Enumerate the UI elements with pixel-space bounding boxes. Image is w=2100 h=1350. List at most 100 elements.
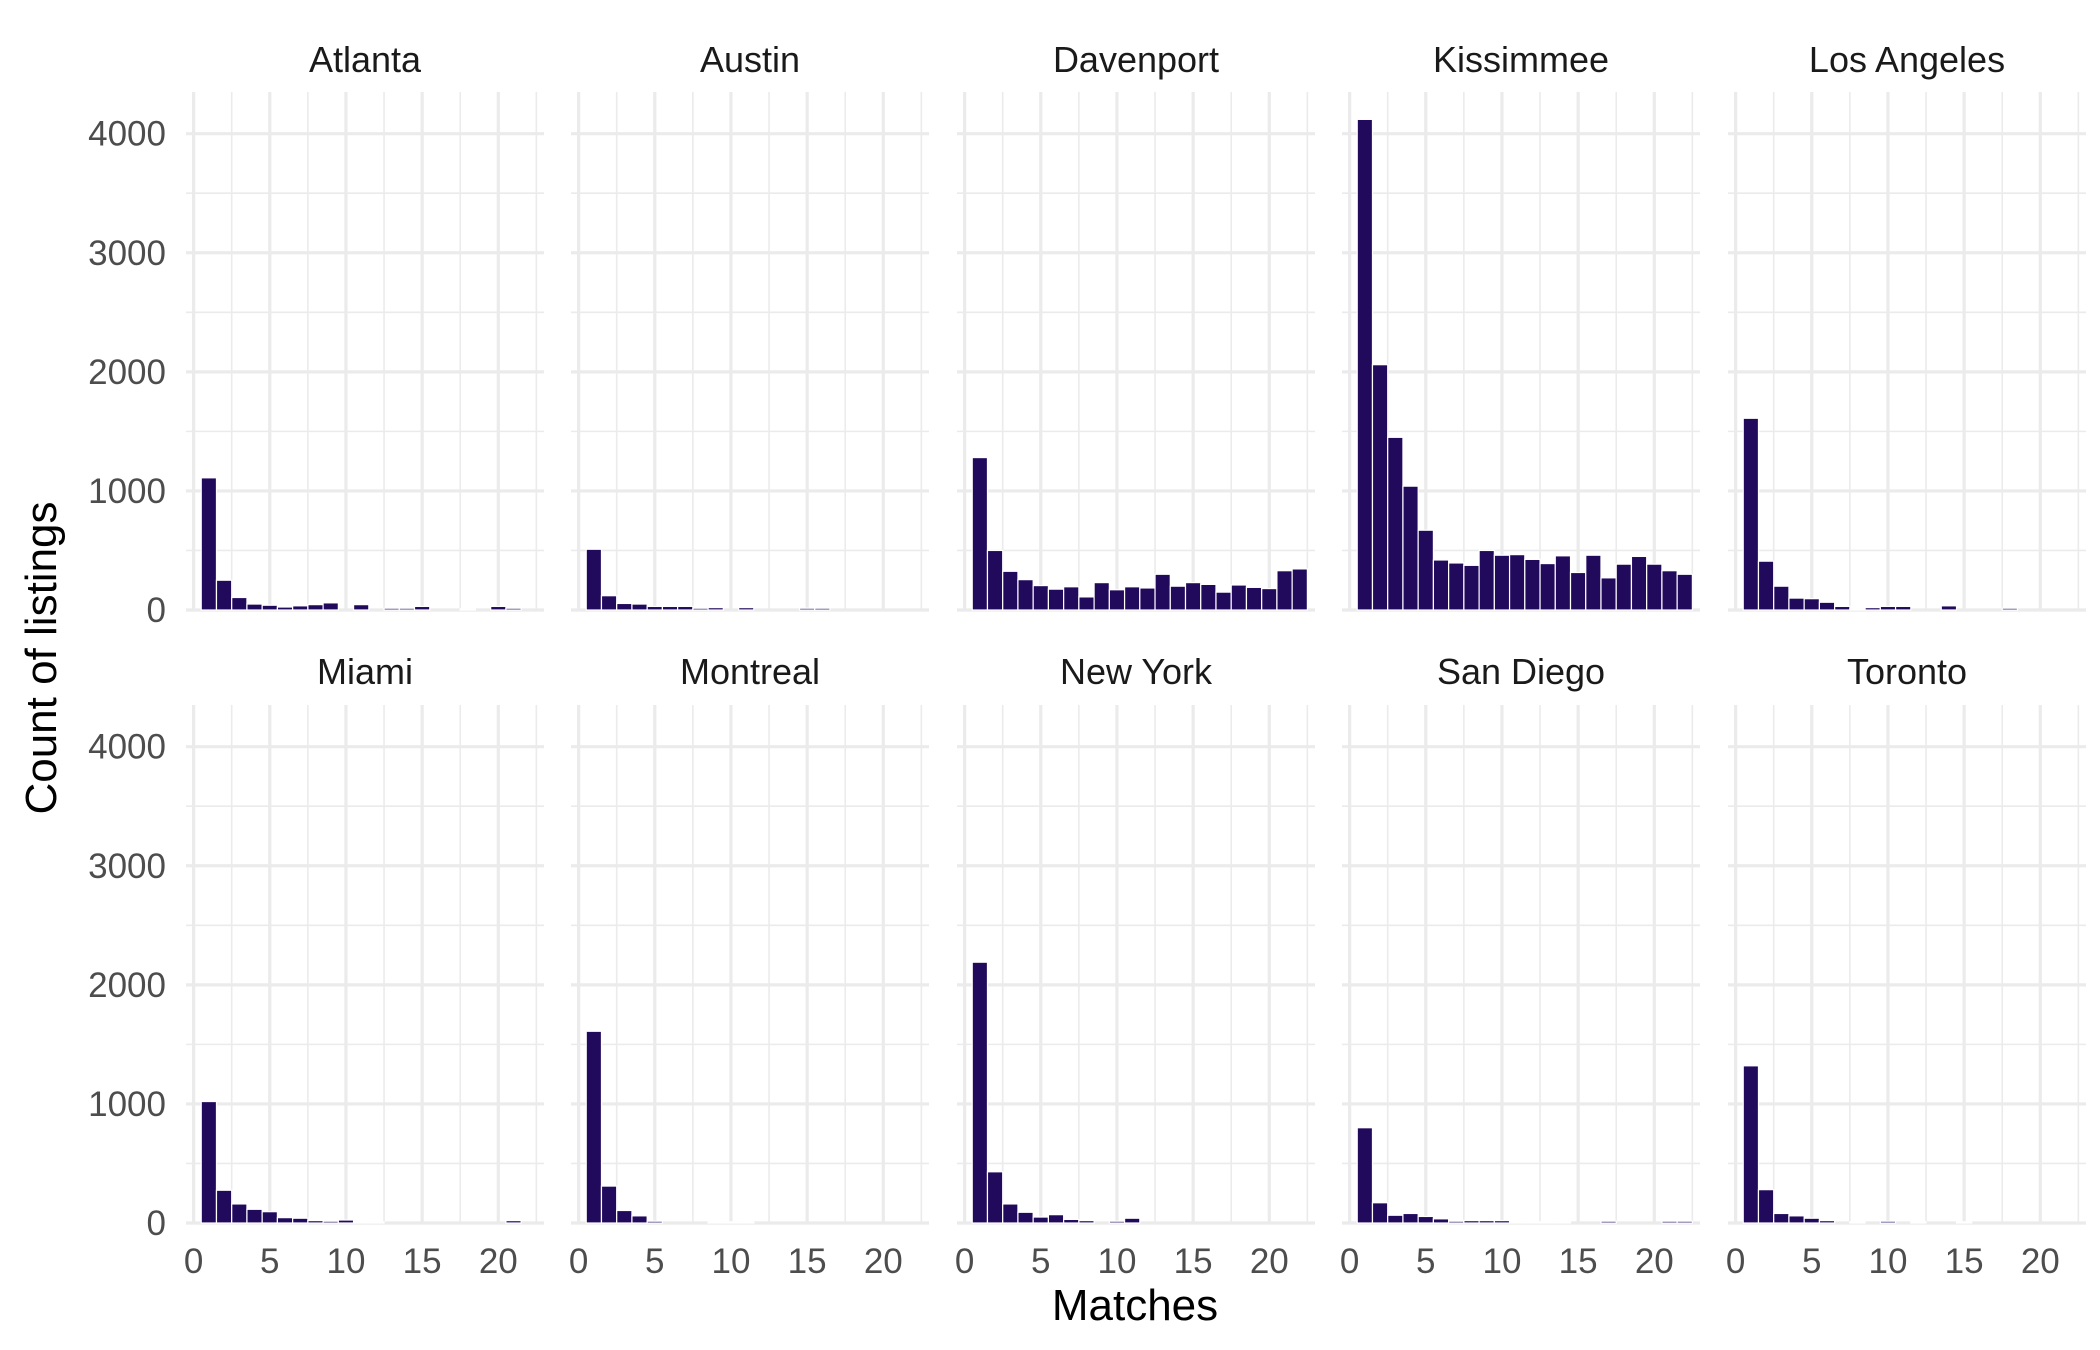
bar-los-angeles-14 xyxy=(1940,605,1958,611)
x-tick-label: 10 xyxy=(1097,1242,1136,1281)
bar-davenport-3 xyxy=(1002,570,1019,611)
bar-san-diego-5 xyxy=(1417,1215,1435,1224)
bar-new-york-2 xyxy=(986,1171,1004,1224)
bar-san-diego-17 xyxy=(1600,1220,1617,1224)
bar-san-diego-7 xyxy=(1448,1220,1465,1224)
x-tick-label: 0 xyxy=(184,1242,203,1281)
bar-toronto-4 xyxy=(1788,1215,1805,1224)
bar-atlanta-1 xyxy=(200,477,218,611)
bar-miami-4 xyxy=(246,1208,263,1224)
bar-kissimmee-3 xyxy=(1387,436,1404,611)
bar-austin-6 xyxy=(661,605,679,611)
bar-san-diego-3 xyxy=(1387,1214,1404,1224)
facet-san-diego: San Diego 0 5 10 15 20 xyxy=(1340,651,1700,1281)
bar-san-diego-21 xyxy=(1661,1220,1678,1224)
facet-austin: Austin xyxy=(571,39,929,612)
x-tick-label: 10 xyxy=(326,1242,365,1281)
bar-san-diego-11 xyxy=(1508,1221,1526,1224)
bar-austin-16 xyxy=(814,607,831,611)
bar-davenport-13 xyxy=(1154,573,1171,611)
x-tick-label: 5 xyxy=(1031,1242,1050,1281)
bar-austin-15 xyxy=(798,607,816,611)
y-tick-label: 4000 xyxy=(88,728,166,767)
facet-montreal: Montreal 0 5 10 15 20 xyxy=(569,651,929,1281)
bar-toronto-12 xyxy=(1910,1221,1927,1224)
bar-los-angeles-10 xyxy=(1879,605,1897,611)
facet-atlanta: Atlanta 0 1000 2000 3000 4000 xyxy=(88,39,544,630)
bar-davenport-1 xyxy=(971,456,989,611)
facet-los-angeles: Los Angeles xyxy=(1728,39,2086,612)
bar-kissimmee-15 xyxy=(1569,571,1587,611)
bar-miami-8 xyxy=(307,1220,324,1224)
bar-san-diego-13 xyxy=(1539,1221,1556,1224)
bar-montreal-1 xyxy=(585,1030,603,1224)
bar-kissimmee-17 xyxy=(1600,577,1617,611)
facet-label-miami: Miami xyxy=(317,651,413,692)
bar-san-diego-14 xyxy=(1554,1221,1572,1224)
x-tick-label: 20 xyxy=(479,1242,518,1281)
facet-davenport: Davenport xyxy=(957,39,1315,612)
y-tick-label: 0 xyxy=(147,1204,166,1243)
bar-kissimmee-14 xyxy=(1554,555,1572,611)
bar-new-york-3 xyxy=(1002,1203,1019,1224)
bar-davenport-7 xyxy=(1063,586,1080,611)
bar-new-york-11 xyxy=(1123,1217,1141,1224)
bar-san-diego-9 xyxy=(1478,1220,1495,1224)
bar-kissimmee-20 xyxy=(1646,563,1663,611)
bar-atlanta-14 xyxy=(398,607,416,611)
bar-los-angeles-6 xyxy=(1818,601,1836,611)
bar-montreal-5 xyxy=(646,1220,664,1224)
bar-miami-1 xyxy=(200,1100,218,1224)
bar-montreal-2 xyxy=(600,1185,618,1224)
x-tick-label: 15 xyxy=(403,1242,442,1281)
bar-new-york-8 xyxy=(1078,1220,1095,1224)
bar-toronto-2 xyxy=(1757,1189,1775,1224)
bar-atlanta-4 xyxy=(246,603,263,611)
bar-atlanta-2 xyxy=(215,579,233,611)
bar-davenport-9 xyxy=(1093,582,1110,611)
bar-davenport-19 xyxy=(1245,586,1263,611)
bar-kissimmee-18 xyxy=(1615,563,1633,611)
bar-miami-12 xyxy=(368,1221,385,1224)
x-tick-label: 5 xyxy=(645,1242,664,1281)
bar-san-diego-1 xyxy=(1356,1127,1374,1224)
bar-san-diego-2 xyxy=(1371,1202,1389,1224)
bar-los-angeles-2 xyxy=(1757,560,1775,611)
bar-austin-9 xyxy=(707,607,724,611)
facet-label-san-diego: San Diego xyxy=(1437,651,1605,692)
bar-montreal-3 xyxy=(616,1209,633,1224)
bar-austin-11 xyxy=(737,607,755,611)
bar-new-york-7 xyxy=(1063,1218,1080,1224)
x-tick-label: 5 xyxy=(1802,1242,1821,1281)
bar-kissimmee-12 xyxy=(1524,558,1541,611)
bar-atlanta-15 xyxy=(413,605,431,611)
bar-atlanta-7 xyxy=(292,605,309,611)
x-tick-label: 15 xyxy=(1559,1242,1598,1281)
bar-miami-7 xyxy=(292,1217,309,1224)
bar-davenport-2 xyxy=(986,549,1004,611)
bar-los-angeles-9 xyxy=(1864,607,1881,611)
bar-atlanta-21 xyxy=(505,607,522,611)
bar-los-angeles-8 xyxy=(1849,608,1866,611)
facet-label-new-york: New York xyxy=(1060,651,1213,692)
bar-new-york-1 xyxy=(971,961,989,1224)
facet-label-kissimmee: Kissimmee xyxy=(1433,39,1609,80)
x-tick-label: 10 xyxy=(711,1242,750,1281)
bar-austin-2 xyxy=(600,595,618,611)
bar-austin-8 xyxy=(692,607,709,611)
x-tick-label: 10 xyxy=(1868,1242,1907,1281)
bar-austin-7 xyxy=(677,605,694,611)
bar-montreal-9 xyxy=(707,1221,724,1224)
facet-miami: Miami 0 1000 2000 3000 4000 0 5 10 15 20 xyxy=(88,651,544,1281)
bar-kissimmee-21 xyxy=(1661,570,1678,611)
y-tick-label: 4000 xyxy=(88,115,166,154)
bar-kissimmee-22 xyxy=(1676,573,1693,611)
x-tick-label: 20 xyxy=(2021,1242,2060,1281)
x-tick-label: 15 xyxy=(1945,1242,1984,1281)
bar-san-diego-4 xyxy=(1402,1212,1419,1224)
bar-miami-6 xyxy=(276,1217,294,1224)
bar-atlanta-5 xyxy=(261,604,279,611)
bar-san-diego-12 xyxy=(1524,1221,1541,1224)
bar-toronto-5 xyxy=(1803,1217,1821,1224)
